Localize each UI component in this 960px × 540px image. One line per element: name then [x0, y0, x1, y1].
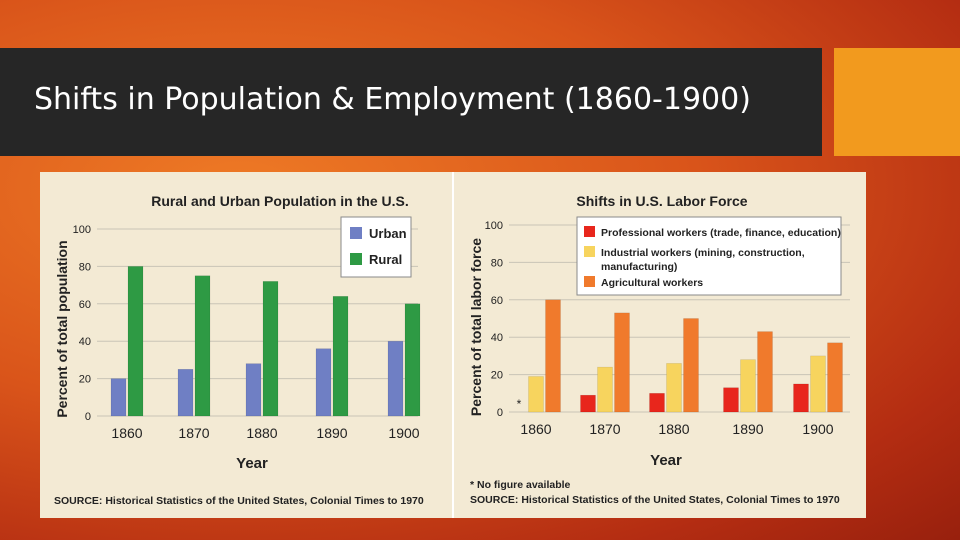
right-bar-industrial-1880 [666, 363, 682, 413]
right-missing-marker: * [517, 397, 522, 411]
right-bar-professional-1890 [723, 387, 739, 413]
right-legend-swatch [584, 226, 595, 237]
left-y-tick-label: 60 [79, 299, 91, 311]
charts-canvas: Rural and Urban Population in the U.S. P… [54, 172, 850, 518]
right-bar-agricultural-1860 [545, 299, 561, 413]
left-y-tick-label: 0 [85, 411, 91, 423]
right-bar-agricultural-1890 [757, 331, 773, 413]
left-y-tick-label: 40 [79, 336, 91, 348]
left-bar-urban-1900 [387, 340, 404, 417]
title-bar [0, 48, 822, 156]
left-x-tick-label: 1890 [316, 425, 347, 441]
left-bar-rural-1890 [332, 296, 349, 417]
left-bar-urban-1880 [245, 363, 262, 417]
left-bar-rural-1870 [194, 275, 211, 417]
right-legend-label: Professional workers (trade, finance, ed… [601, 227, 841, 239]
left-legend-swatch [350, 253, 362, 265]
right-bar-professional-1880 [649, 393, 665, 413]
right-bar-agricultural-1900 [827, 342, 843, 413]
right-y-tick-label: 20 [491, 370, 503, 382]
left-x-tick-label: 1860 [111, 425, 142, 441]
left-bar-rural-1900 [404, 303, 421, 417]
right-legend-swatch [584, 246, 595, 257]
left-chart-title: Rural and Urban Population in the U.S. [151, 193, 408, 209]
right-y-tick-label: 100 [485, 220, 503, 232]
right-y-axis-label: Percent of total labor force [468, 238, 484, 416]
right-y-tick-label: 60 [491, 295, 503, 307]
right-y-tick-label: 40 [491, 332, 503, 344]
left-x-axis-label: Year [236, 455, 268, 472]
right-bar-industrial-1900 [810, 355, 826, 413]
left-bar-urban-1890 [315, 348, 332, 417]
right-legend-swatch [584, 276, 595, 287]
left-bar-urban-1870 [177, 369, 194, 417]
right-x-tick-label: 1860 [520, 421, 551, 437]
left-x-tick-label: 1900 [388, 425, 419, 441]
right-footnote: * No figure available [470, 479, 571, 491]
right-bar-agricultural-1880 [683, 318, 699, 413]
accent-box [834, 48, 960, 156]
slide-title: Shifts in Population & Employment (1860-… [34, 82, 751, 117]
right-legend-label: Industrial workers (mining, construction… [601, 247, 805, 273]
left-x-tick-label: 1880 [246, 425, 277, 441]
left-y-axis-label: Percent of total population [54, 240, 70, 417]
right-x-tick-label: 1880 [658, 421, 689, 437]
left-y-tick-label: 80 [79, 261, 91, 273]
left-legend-swatch [350, 227, 362, 239]
chart-panel: Rural and Urban Population in the U.S. P… [40, 172, 866, 518]
left-x-tick-label: 1870 [178, 425, 209, 441]
right-x-axis-label: Year [650, 452, 682, 469]
left-y-tick-label: 20 [79, 374, 91, 386]
right-bar-industrial-1860 [528, 376, 544, 413]
right-x-tick-label: 1890 [732, 421, 763, 437]
right-chart-title: Shifts in U.S. Labor Force [576, 193, 747, 209]
right-bar-agricultural-1870 [614, 312, 630, 413]
left-bar-rural-1860 [127, 266, 144, 417]
left-legend-label: Urban [369, 226, 407, 241]
right-bar-industrial-1890 [740, 359, 756, 413]
right-y-tick-label: 0 [497, 407, 503, 419]
right-x-tick-label: 1870 [589, 421, 620, 437]
right-source: SOURCE: Historical Statistics of the Uni… [470, 494, 840, 506]
left-bar-urban-1860 [110, 378, 127, 417]
right-bar-professional-1900 [793, 383, 809, 413]
right-y-tick-label: 80 [491, 257, 503, 269]
right-bar-industrial-1870 [597, 366, 613, 413]
right-bar-professional-1870 [580, 394, 596, 413]
left-bar-rural-1880 [262, 281, 279, 417]
right-legend-label: Agricultural workers [601, 277, 703, 289]
left-y-tick-label: 100 [73, 224, 91, 236]
left-legend-label: Rural [369, 252, 402, 267]
right-x-tick-label: 1900 [802, 421, 833, 437]
right-legend-box [576, 216, 842, 296]
left-source: SOURCE: Historical Statistics of the Uni… [54, 495, 424, 507]
